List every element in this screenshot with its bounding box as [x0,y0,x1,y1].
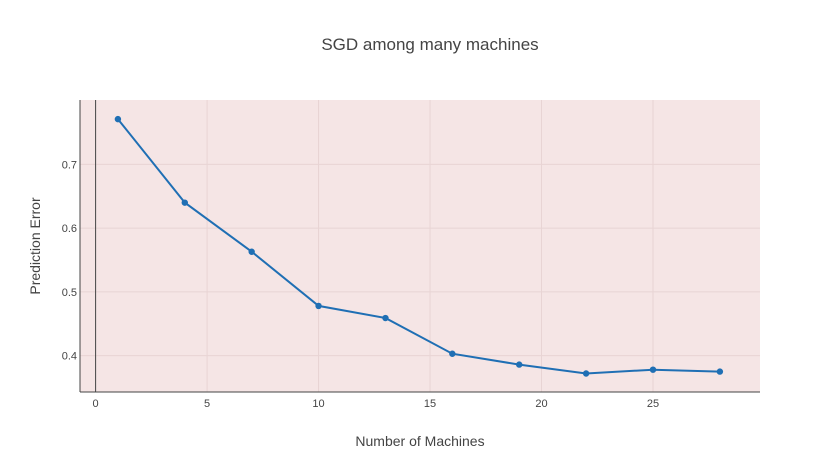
data-point [114,115,122,123]
y-tick-label: 0.4 [62,351,77,363]
x-tick-label: 10 [312,398,324,410]
x-tick-label: 0 [93,398,99,410]
gridlines [80,100,760,392]
y-tick-labels: 0.4 0.5 0.6 0.7 [62,159,77,362]
data-point [516,361,523,368]
data-point [716,368,724,375]
y-tick-label: 0.7 [62,159,77,171]
data-points [114,115,724,377]
data-point [181,199,188,206]
x-tick-label: 5 [204,398,210,410]
x-axis-title: Number of Machines [355,433,484,449]
x-tick-labels: 0 5 10 15 20 25 [93,398,660,410]
x-tick-label: 15 [424,398,436,410]
x-tick-label: 20 [535,398,547,410]
plot-area [80,100,760,392]
data-point [449,350,456,357]
chart-title: SGD among many machines [321,35,538,54]
y-tick-label: 0.5 [62,287,77,299]
x-tick-label: 25 [647,398,659,410]
data-point [382,314,389,322]
data-point [315,302,322,310]
y-tick-label: 0.6 [62,223,77,235]
y-axis-title: Prediction Error [27,197,43,295]
data-point [248,248,255,255]
data-point [649,366,657,373]
series-line [117,118,720,375]
data-point [582,370,590,377]
